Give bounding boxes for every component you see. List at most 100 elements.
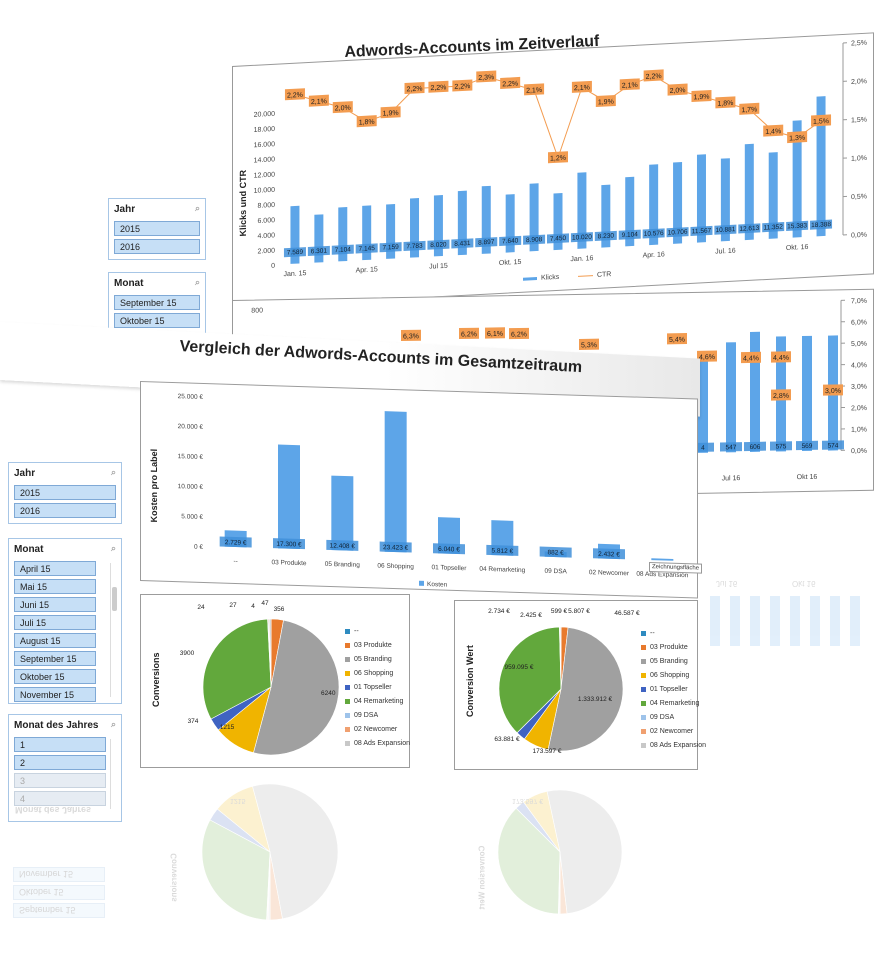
slicer-item[interactable]: 2015 bbox=[114, 221, 200, 236]
second-label-bg bbox=[720, 442, 742, 452]
scroll-thumb[interactable] bbox=[112, 587, 117, 611]
slicer-item-2015[interactable]: 2015 bbox=[14, 485, 116, 500]
ctr-label-bg bbox=[452, 79, 473, 92]
legend-swatch bbox=[345, 712, 350, 718]
kosten-chart-panel[interactable]: Kosten pro Label 25.000 €20.000 €15.000 … bbox=[140, 381, 703, 599]
kosten-label-bg bbox=[539, 546, 572, 558]
slicer-jahr-top[interactable]: Jahr ⌕ 2015 2016 bbox=[108, 198, 206, 260]
x-tick-label: Okt. 15 bbox=[499, 259, 522, 267]
y-tick-label: 10.000 bbox=[254, 187, 276, 195]
slicer-item-month[interactable]: Oktober 15 bbox=[14, 669, 96, 684]
slicer-scrollbar[interactable] bbox=[110, 739, 117, 809]
ctr-label-bg bbox=[404, 81, 425, 94]
y2-tick-label: 1,5% bbox=[851, 117, 867, 125]
slicer-item[interactable]: Oktober 15 bbox=[114, 313, 200, 328]
ctr-label-bg bbox=[667, 83, 688, 96]
slicer-scrollbar[interactable] bbox=[110, 563, 117, 697]
legend-swatch bbox=[641, 630, 646, 636]
slicer-item-month[interactable]: Juli 15 bbox=[14, 615, 96, 630]
kosten-category-label: 05 Branding bbox=[325, 561, 360, 569]
slicer-item-month[interactable]: November 15 bbox=[14, 687, 96, 702]
slicer-item-month[interactable]: August 15 bbox=[14, 633, 96, 648]
slicer-item-month[interactable]: April 15 bbox=[14, 561, 96, 576]
second-bar-label: 575 bbox=[776, 443, 787, 450]
slicer-item-3[interactable]: 3 bbox=[14, 773, 106, 788]
reflection-label: 173.597 € bbox=[512, 797, 544, 804]
y2-tick-label: 2,0% bbox=[851, 405, 867, 412]
slicer-item[interactable]: 2016 bbox=[114, 239, 200, 254]
klicks-label: 7.159 bbox=[382, 244, 399, 252]
filter-icon[interactable]: ⌕ bbox=[110, 467, 116, 477]
pie-data-label: 4 bbox=[251, 603, 255, 610]
klicks-label: 12.613 bbox=[739, 225, 759, 233]
pie-slice bbox=[202, 618, 272, 720]
legend-entry: 05 Branding bbox=[641, 655, 706, 669]
slicer-monat-title: Monat bbox=[14, 544, 44, 555]
filter-icon[interactable]: ⌕ bbox=[110, 543, 116, 553]
conversion-wert-pie-panel[interactable]: Conversion Wert 599 €46.587 €1.333.912 €… bbox=[454, 600, 706, 770]
klicks-bar bbox=[744, 143, 754, 241]
pies-reflection: Conversions Conversion Wert 1215 173.597… bbox=[140, 772, 696, 922]
ctr-label: 1,5% bbox=[813, 118, 829, 126]
pie-data-label: 1.333.912 € bbox=[578, 696, 613, 703]
pie-data-label: 27 bbox=[229, 602, 237, 609]
y-tick-label: 25.000 € bbox=[178, 393, 204, 401]
legend-label: 09 DSA bbox=[354, 712, 379, 719]
ctr-label-bg bbox=[500, 76, 521, 89]
kosten-category-label: 01 Topseller bbox=[432, 564, 468, 572]
legend-entry: 03 Produkte bbox=[345, 639, 410, 653]
slicer-item-month[interactable]: Juni 15 bbox=[14, 597, 96, 612]
legend-label: 03 Produkte bbox=[650, 644, 688, 651]
y2-tick-label: 2,0% bbox=[851, 78, 867, 86]
reflection-bars bbox=[710, 596, 870, 646]
filter-icon[interactable]: ⌕ bbox=[194, 203, 200, 213]
conversion-wert-legend: -- 03 Produkte 05 Branding 06 Shopping 01 To… bbox=[641, 627, 706, 753]
filter-icon[interactable]: ⌕ bbox=[110, 719, 116, 729]
y-tick-label: 10.000 € bbox=[178, 483, 204, 491]
filter-icon[interactable]: ⌕ bbox=[194, 277, 200, 287]
legend-entry: 04 Remarketing bbox=[345, 695, 410, 709]
slicer-monat-des-jahres[interactable]: Monat des Jahres ⌕ 1 2 3 4 Monat des Jahr… bbox=[8, 714, 122, 822]
pie-data-label: 3900 bbox=[180, 650, 195, 657]
slicer-monat[interactable]: Monat ⌕ April 15 Mai 15 Juni 15 Juli 15 Augus… bbox=[8, 538, 122, 704]
legend-swatch-ctr bbox=[578, 275, 593, 277]
slicer-item-1[interactable]: 1 bbox=[14, 737, 106, 752]
y-tick-label: 18.000 bbox=[254, 126, 276, 134]
legend-swatch bbox=[641, 658, 646, 664]
klicks-label-bg bbox=[379, 242, 402, 253]
y-tick-label: 2.000 bbox=[257, 248, 275, 256]
legend-label: 08 Ads Expansion bbox=[354, 740, 411, 747]
slicer-item-2[interactable]: 2 bbox=[14, 755, 106, 770]
second-chart-panel[interactable]: 800 7,0% 6,0% 5,0% 4,0% 3,0% 2,0% 1,0% 0,0% 4 547 6… bbox=[232, 288, 874, 502]
legend-label: 04 Remarketing bbox=[354, 698, 404, 705]
line-label-bg bbox=[697, 350, 717, 362]
y2-tick-label: 2,5% bbox=[851, 40, 867, 48]
x-tick-label: Jul 15 bbox=[429, 263, 448, 271]
clicks-ctr-chart-panel[interactable]: Klicks und CTR 20.000 18.000 16.000 14.000 1… bbox=[232, 32, 874, 308]
conversions-pie-panel[interactable]: Conversions 4 356 6240 1215 374 3900 24 27 47 --… bbox=[140, 594, 410, 768]
klicks-bar bbox=[696, 154, 706, 243]
slicer-item-2016[interactable]: 2016 bbox=[14, 503, 116, 518]
slicer-jahr[interactable]: Jahr ⌕ 2015 2016 bbox=[8, 462, 122, 524]
slicer-item-month[interactable]: Mai 15 bbox=[14, 579, 96, 594]
line-label: 4,4% bbox=[743, 355, 759, 362]
line-label-bg bbox=[667, 333, 687, 345]
reflection-label: Conversions bbox=[169, 853, 179, 902]
slicer-item[interactable]: September 15 bbox=[114, 295, 200, 310]
ctr-label: 2,2% bbox=[287, 92, 303, 100]
ctr-label: 1,8% bbox=[359, 119, 375, 127]
pie-slice bbox=[558, 851, 561, 915]
ctr-label: 2,2% bbox=[502, 81, 518, 89]
ctr-label: 1,3% bbox=[789, 135, 805, 143]
legend-swatch bbox=[345, 656, 350, 662]
y-tick-label: 0 € bbox=[194, 544, 203, 551]
legend-swatch bbox=[641, 700, 646, 706]
legend-swatch bbox=[345, 726, 350, 732]
slicer-item-month[interactable]: September 15 bbox=[14, 651, 96, 666]
slicer-item-4[interactable]: 4 bbox=[14, 791, 106, 806]
legend-swatch bbox=[641, 728, 646, 734]
klicks-label: 10.020 bbox=[572, 234, 592, 242]
ctr-label: 1,9% bbox=[383, 110, 399, 118]
reflection-label: Okt 16 bbox=[792, 579, 816, 588]
kosten-value-label: 17.300 € bbox=[276, 541, 302, 549]
